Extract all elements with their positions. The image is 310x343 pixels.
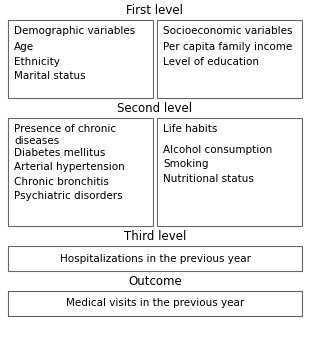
Text: Age
Ethnicity
Marital status: Age Ethnicity Marital status — [14, 42, 86, 81]
Text: Third level: Third level — [124, 230, 186, 243]
Text: Life habits: Life habits — [163, 124, 217, 134]
Text: Presence of chronic
diseases: Presence of chronic diseases — [14, 124, 116, 146]
Bar — [157, 118, 302, 226]
Bar — [8, 246, 302, 271]
Text: Per capita family income
Level of education: Per capita family income Level of educat… — [163, 42, 292, 67]
Text: Hospitalizations in the previous year: Hospitalizations in the previous year — [60, 253, 250, 263]
Bar — [157, 20, 302, 98]
Bar — [8, 118, 153, 226]
Text: Socioeconomic variables: Socioeconomic variables — [163, 26, 293, 36]
Text: Outcome: Outcome — [128, 275, 182, 288]
Text: Demographic variables: Demographic variables — [14, 26, 135, 36]
Text: Medical visits in the previous year: Medical visits in the previous year — [66, 298, 244, 308]
Text: First level: First level — [126, 4, 184, 17]
Bar — [8, 291, 302, 316]
Text: Second level: Second level — [117, 102, 193, 115]
Bar — [8, 20, 153, 98]
Text: Diabetes mellitus
Arterial hypertension
Chronic bronchitis
Psychiatric disorders: Diabetes mellitus Arterial hypertension … — [14, 148, 125, 201]
Text: Alcohol consumption
Smoking
Nutritional status: Alcohol consumption Smoking Nutritional … — [163, 145, 272, 184]
